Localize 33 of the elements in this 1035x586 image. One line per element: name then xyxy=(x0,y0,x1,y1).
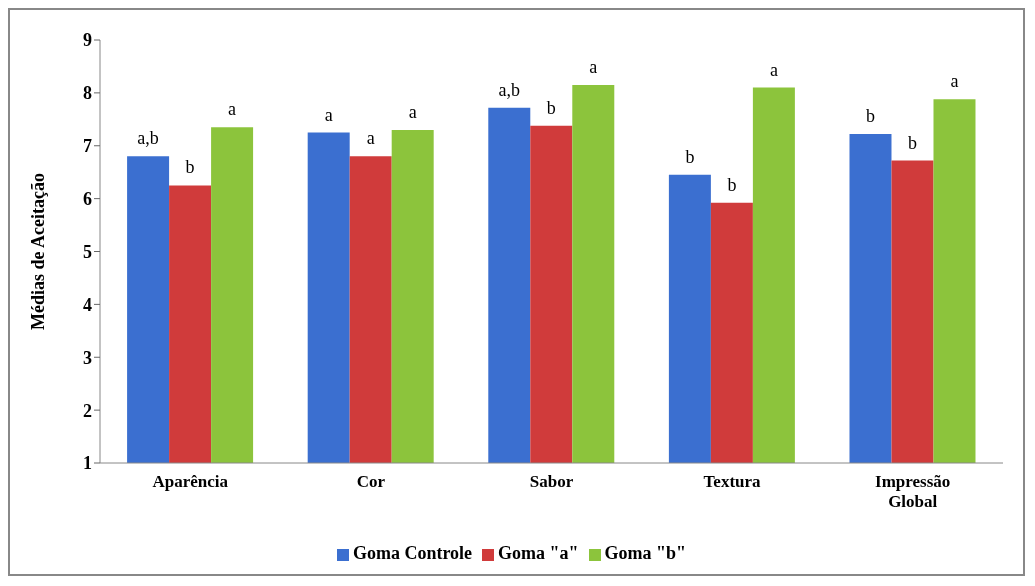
data-label: b xyxy=(865,106,875,127)
data-label: a xyxy=(589,56,598,77)
y-tick-label: 1 xyxy=(83,453,92,474)
data-label: a xyxy=(769,59,778,80)
data-label: b xyxy=(907,132,917,153)
data-label: a,b xyxy=(498,79,521,100)
data-label: b xyxy=(685,146,695,167)
x-tick-label: Impressão Global xyxy=(875,472,951,511)
legend-label: Goma "a" xyxy=(498,543,579,563)
y-tick-label: 7 xyxy=(83,136,92,157)
data-label: a xyxy=(324,104,333,125)
x-tick-label: Textura xyxy=(703,472,762,491)
x-tick-label: Aparência xyxy=(152,472,229,491)
x-tick-label: Cor xyxy=(356,472,386,491)
legend-label: Goma "b" xyxy=(604,543,687,563)
y-tick-label: 5 xyxy=(83,241,92,262)
y-tick-label: 2 xyxy=(83,400,92,421)
y-tick-label: 8 xyxy=(83,83,92,104)
y-tick-label: 3 xyxy=(83,347,92,368)
y-axis-title: Médias de Aceitação xyxy=(28,173,49,330)
data-label: a xyxy=(408,101,417,122)
data-label: b xyxy=(546,97,556,118)
legend-label: Goma Controle xyxy=(352,543,473,563)
data-label: a xyxy=(228,99,237,120)
data-label: a xyxy=(950,71,959,92)
data-label: b xyxy=(727,174,737,195)
data-label: a xyxy=(366,128,375,149)
y-tick-label: 6 xyxy=(83,189,92,210)
y-tick-label: 9 xyxy=(83,30,92,51)
data-label: a,b xyxy=(137,128,159,149)
x-tick-label: Sabor xyxy=(529,472,574,491)
y-tick-label: 4 xyxy=(83,294,92,315)
data-label: b xyxy=(185,157,195,178)
